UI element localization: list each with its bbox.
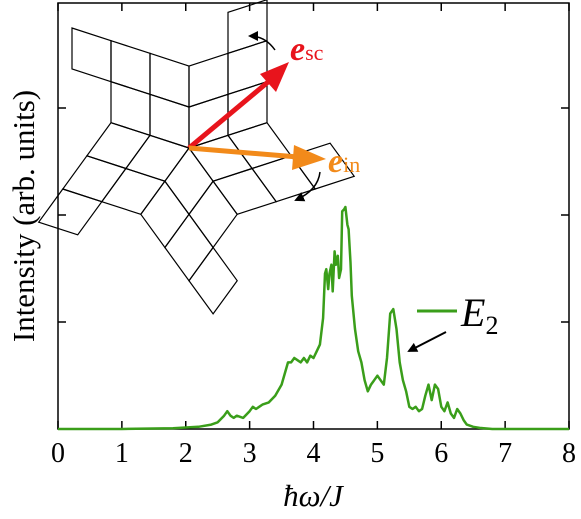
tile-14 [85, 121, 151, 170]
tile-23 [71, 27, 112, 83]
legend: E2 [407, 290, 498, 352]
vector-e-sc-head [260, 62, 289, 92]
tile-20 [164, 213, 214, 282]
tile-21 [37, 188, 103, 236]
x-tick-label-4: 4 [307, 438, 321, 469]
rotation-arrow-top-icon [248, 31, 276, 51]
plot-frame [57, 2, 570, 430]
vector-e-in-shaft [188, 145, 299, 160]
tile-7 [227, 121, 293, 170]
legend-label: E2 [460, 290, 498, 340]
x-tick-label-6: 6 [434, 438, 448, 469]
vector-e-sc-label: esc [290, 31, 324, 68]
vector-e-sc: esc [187, 31, 324, 150]
y-axis-label: Intensity (arb. units) [6, 90, 41, 342]
x-tick-label-7: 7 [498, 438, 512, 469]
x-tick-label-8: 8 [562, 438, 576, 469]
series-line-e2 [58, 205, 569, 431]
tile-11 [100, 167, 166, 216]
tile-10 [212, 167, 278, 216]
vector-e-in: ein [188, 143, 360, 180]
tile-6 [149, 52, 190, 108]
vector-e-in-head [292, 145, 326, 170]
y-ticks [58, 107, 569, 323]
tile-19 [188, 246, 238, 315]
x-ticks [57, 3, 570, 429]
tile-12 [140, 180, 190, 249]
tile-24 [110, 39, 151, 96]
tile-5 [188, 52, 229, 108]
tiling-inset [37, 0, 356, 315]
tile-15 [227, 0, 268, 55]
x-tick-label-1: 1 [115, 438, 129, 469]
x-tick-label-5: 5 [370, 438, 384, 469]
legend-label-subscript: 2 [485, 311, 498, 340]
x-tick-labels: 0 1 2 3 4 5 6 7 8 [51, 438, 576, 469]
x-tick-label-0: 0 [51, 438, 65, 469]
tile-13 [110, 80, 151, 137]
vector-e-in-label: ein [328, 143, 360, 180]
tile-2 [164, 146, 214, 216]
tile-22 [61, 155, 127, 203]
x-tick-label-3: 3 [243, 438, 257, 469]
rotation-arrow-bottom-icon [294, 171, 321, 202]
tile-9 [188, 180, 238, 249]
tile-18 [251, 155, 317, 203]
x-tick-label-2: 2 [179, 438, 193, 469]
x-axis-label: ħω/J [283, 478, 344, 513]
legend-label-main: E [460, 290, 485, 335]
legend-pointer-arrow [407, 331, 447, 352]
vector-e-sc-shaft [187, 80, 270, 150]
tile-3 [124, 134, 190, 182]
tile-4 [149, 93, 190, 149]
